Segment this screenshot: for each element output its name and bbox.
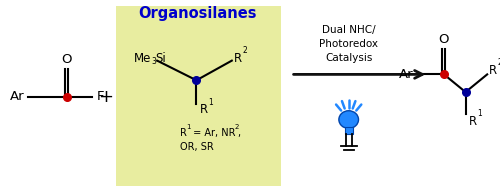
Text: O: O (62, 53, 72, 66)
Text: R: R (468, 115, 476, 128)
Text: Ar: Ar (400, 68, 414, 81)
Text: ,: , (238, 128, 241, 138)
Text: OR, SR: OR, SR (180, 142, 214, 152)
Text: 2: 2 (242, 46, 248, 55)
Text: Photoredox: Photoredox (319, 39, 378, 49)
Text: Si: Si (155, 52, 166, 65)
Text: 1: 1 (208, 98, 213, 107)
Text: +: + (98, 88, 114, 106)
Text: R: R (234, 52, 242, 65)
Text: O: O (438, 32, 449, 46)
Text: = Ar, NR: = Ar, NR (190, 128, 235, 138)
Text: 2: 2 (235, 124, 239, 130)
Bar (116, 6, 281, 186)
Text: R: R (200, 103, 207, 116)
Text: 1: 1 (478, 109, 482, 118)
Text: Organosilanes: Organosilanes (138, 6, 256, 21)
Bar (345, 127, 352, 134)
Text: F: F (96, 90, 104, 103)
Text: Me: Me (134, 52, 151, 65)
Text: R: R (180, 128, 186, 138)
Text: 3: 3 (152, 57, 156, 66)
Text: R: R (489, 64, 498, 77)
Text: Dual NHC/: Dual NHC/ (322, 25, 376, 35)
Text: 2: 2 (498, 58, 500, 67)
Text: Ar: Ar (10, 90, 25, 103)
Text: 1: 1 (186, 124, 191, 130)
Text: Catalysis: Catalysis (325, 53, 372, 63)
Ellipse shape (339, 111, 358, 128)
